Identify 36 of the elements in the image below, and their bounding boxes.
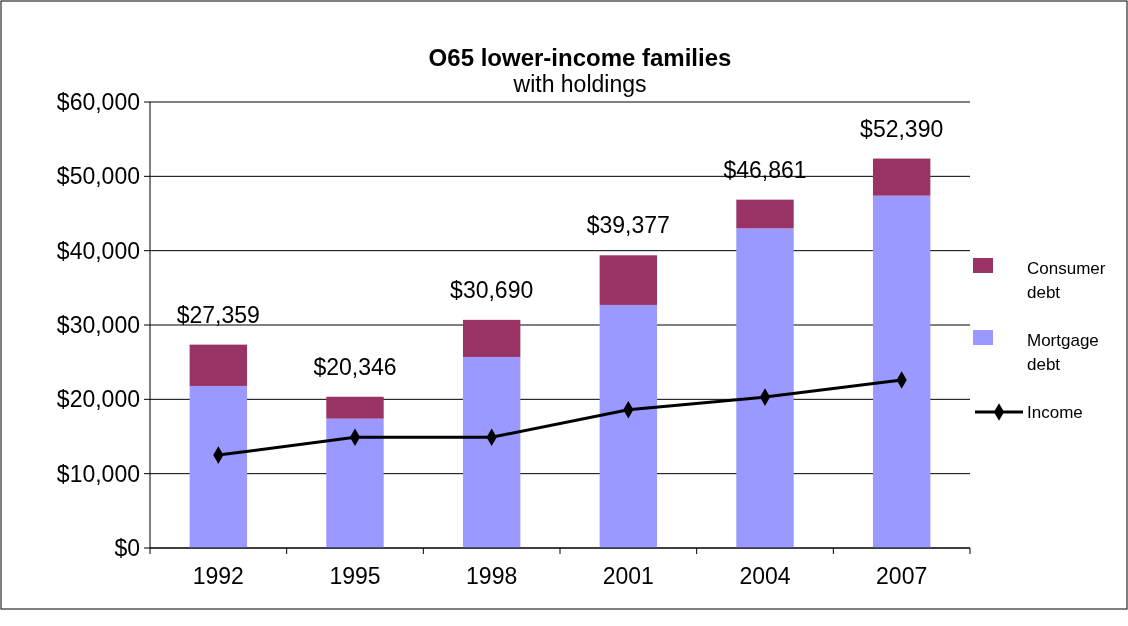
- y-tick-label: $50,000: [56, 163, 140, 190]
- legend-label: Mortgage debt: [1027, 330, 1099, 374]
- chart-title: O65 lower-income families: [428, 44, 732, 71]
- bar: [189, 385, 248, 548]
- total-label: $52,390: [860, 115, 944, 142]
- x-tick-label: 1998: [466, 563, 518, 589]
- bar: [599, 304, 658, 548]
- bar: [462, 319, 521, 357]
- bar: [326, 396, 384, 419]
- total-label: $20,346: [313, 353, 397, 380]
- y-tick-label: $60,000: [56, 89, 140, 116]
- chart-subtitle: with holdings: [512, 71, 647, 97]
- y-tick-label: $40,000: [56, 237, 140, 264]
- bar: [736, 199, 794, 229]
- x-tick-label: 1992: [192, 563, 244, 589]
- bar: [872, 158, 931, 196]
- bar: [599, 255, 658, 305]
- bar: [326, 418, 384, 548]
- x-tick-label: 2001: [602, 563, 654, 589]
- total-label: $30,690: [450, 276, 534, 303]
- total-label: $39,377: [586, 212, 670, 239]
- bar: [736, 228, 794, 548]
- y-tick-label: $0: [114, 535, 140, 562]
- x-tick-label: 1995: [329, 563, 381, 589]
- total-label: $27,359: [176, 301, 260, 328]
- x-tick-label: 2004: [739, 563, 791, 589]
- legend-label: Consumer debt: [1027, 258, 1106, 302]
- y-tick-label: $10,000: [56, 460, 140, 487]
- legend-label: Income: [1027, 402, 1083, 422]
- y-tick-label: $30,000: [56, 312, 140, 339]
- bar: [462, 356, 521, 548]
- y-tick-label: $20,000: [56, 386, 140, 413]
- bar: [872, 195, 931, 548]
- total-label: $46,861: [723, 156, 807, 183]
- bar: [189, 344, 248, 386]
- x-tick-label: 2007: [876, 563, 928, 589]
